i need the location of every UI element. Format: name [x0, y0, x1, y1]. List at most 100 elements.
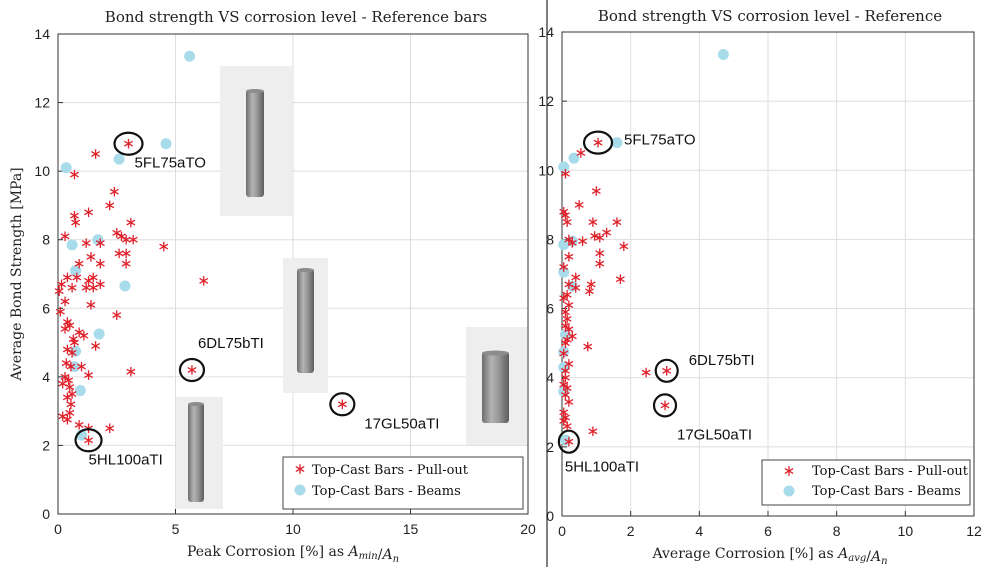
- pullout-data-point: [60, 231, 70, 242]
- beam-data-point: [68, 361, 80, 373]
- pullout-data-point: [560, 390, 570, 400]
- left-annotations: 5FL75aTO 6DL75bTI 17GL50aTI 5HL100aTI: [74, 131, 439, 468]
- y-tick-label: 12: [538, 93, 554, 109]
- pullout-data-point: [564, 251, 574, 262]
- pullout-data-point: [88, 282, 98, 293]
- annotation-label: 6DL75bTI: [689, 352, 755, 369]
- pullout-data-point: [81, 282, 91, 293]
- specimen-image-6: [220, 66, 292, 216]
- pullout-data-point: [641, 367, 651, 378]
- x-tick-label: 10: [285, 521, 301, 537]
- y-tick-label: 10: [538, 162, 554, 178]
- beam-data-point: [113, 153, 125, 165]
- left-y-axis-label: Average Bond Strength [MPa]: [9, 167, 25, 381]
- annotation-circle: [557, 429, 580, 454]
- beam-data-point: [93, 328, 105, 340]
- beam-data-point: [119, 280, 131, 292]
- x-tick-label: 0: [54, 521, 62, 537]
- pullout-data-point: [124, 138, 133, 149]
- right-annotations: 5FL75aTO 6DL75bTI 17GL50aTI 5HL100aTI: [557, 130, 755, 476]
- pullout-data-point: [114, 248, 124, 259]
- y-tick-label: 4: [546, 370, 554, 386]
- pullout-data-point: [187, 365, 197, 375]
- pullout-data-point: [564, 234, 574, 245]
- pullout-data-point: [583, 341, 593, 352]
- pullout-data-point: [574, 200, 584, 210]
- pullout-data-point: [86, 300, 96, 310]
- annotation-label: 17GL50aTI: [677, 426, 752, 443]
- pullout-data-point: [60, 296, 70, 307]
- x-tick-label: 6: [764, 523, 772, 539]
- pullout-data-point: [591, 186, 601, 196]
- pullout-data-point: [79, 330, 89, 341]
- pullout-data-point: [55, 306, 65, 317]
- pullout-data-point: [562, 383, 572, 393]
- pullout-data-point: [560, 168, 570, 179]
- y-tick-label: 0: [42, 506, 50, 522]
- pullout-data-point: [126, 217, 136, 228]
- pullout-data-point: [84, 370, 94, 380]
- pullout-data-point: [62, 272, 72, 283]
- pullout-data-point: [159, 241, 169, 252]
- y-tick-label: 2: [42, 437, 50, 453]
- annotation-label: 5FL75aTO: [135, 155, 206, 172]
- pullout-data-point: [559, 348, 569, 359]
- pullout-data-point: [559, 379, 569, 390]
- y-tick-label: 8: [546, 231, 554, 247]
- pullout-data-point: [571, 272, 581, 283]
- beam-data-point: [160, 138, 172, 150]
- pullout-data-point: [560, 307, 570, 317]
- pullout-data-point: [95, 238, 105, 248]
- pullout-data-point: [588, 217, 598, 227]
- pullout-data-point: [562, 421, 572, 431]
- pullout-data-point: [121, 234, 131, 245]
- y-tick-label: 8: [42, 232, 50, 248]
- legend-circle-marker: [783, 485, 795, 497]
- pullout-data-point: [74, 258, 84, 269]
- pullout-data-point: [562, 314, 572, 324]
- left-legend-entry-pullout: [295, 464, 305, 474]
- pullout-data-point: [199, 276, 209, 286]
- pullout-data-point: [588, 426, 598, 437]
- right-legend: Top-Cast Bars - Pull-out Top-Cast Bars -…: [761, 459, 971, 506]
- left-chart-title: Bond strength VS corrosion level - Refer…: [105, 8, 487, 26]
- pullout-data-point: [81, 238, 91, 248]
- pullout-data-point: [559, 262, 569, 272]
- pullout-data-point: [560, 210, 570, 221]
- pullout-data-point: [86, 252, 96, 262]
- pullout-data-point: [128, 234, 138, 245]
- left-tick-labels: 0 2 4 6 8 10 12 14 0 5 10 15 20: [34, 26, 536, 537]
- pullout-data-point: [660, 400, 670, 411]
- pullout-data-point: [564, 300, 574, 310]
- pullout-data-point: [77, 361, 86, 372]
- pullout-data-point: [62, 414, 72, 425]
- pullout-data-point: [595, 258, 605, 269]
- pullout-data-point: [95, 258, 105, 269]
- x-tick-label: 4: [695, 523, 703, 539]
- left-chart-panel: Bond strength VS corrosion level - Refer…: [9, 8, 536, 565]
- x-tick-label: 10: [898, 523, 914, 539]
- x-tick-label: 0: [558, 523, 566, 539]
- pullout-data-point: [84, 435, 94, 446]
- right-x-axis-label: Average Corrosion [%] as Aavg/An: [651, 546, 887, 567]
- legend-circle-marker: [294, 484, 306, 496]
- beam-data-point: [558, 161, 570, 173]
- left-legend-entry-beams: [294, 484, 306, 496]
- beam-data-point: [717, 48, 729, 60]
- pullout-data-point: [62, 392, 72, 403]
- pullout-data-point: [91, 149, 101, 159]
- pullout-data-point: [67, 282, 77, 293]
- annotation-label: 6DL75bTI: [198, 335, 264, 352]
- pullout-data-point: [595, 248, 605, 259]
- pullout-data-point: [337, 399, 347, 410]
- legend-asterisk-marker: [784, 466, 794, 476]
- y-tick-label: 2: [546, 439, 554, 455]
- pullout-data-point: [65, 408, 75, 418]
- right-legend-label-pullout: Top-Cast Bars - Pull-out: [812, 464, 969, 479]
- pullout-data-point: [619, 241, 629, 252]
- beam-data-point: [558, 266, 570, 278]
- pullout-data-point: [126, 366, 136, 377]
- right-legend-label-beams: Top-Cast Bars - Beams: [812, 484, 961, 499]
- y-tick-label: 14: [34, 26, 50, 42]
